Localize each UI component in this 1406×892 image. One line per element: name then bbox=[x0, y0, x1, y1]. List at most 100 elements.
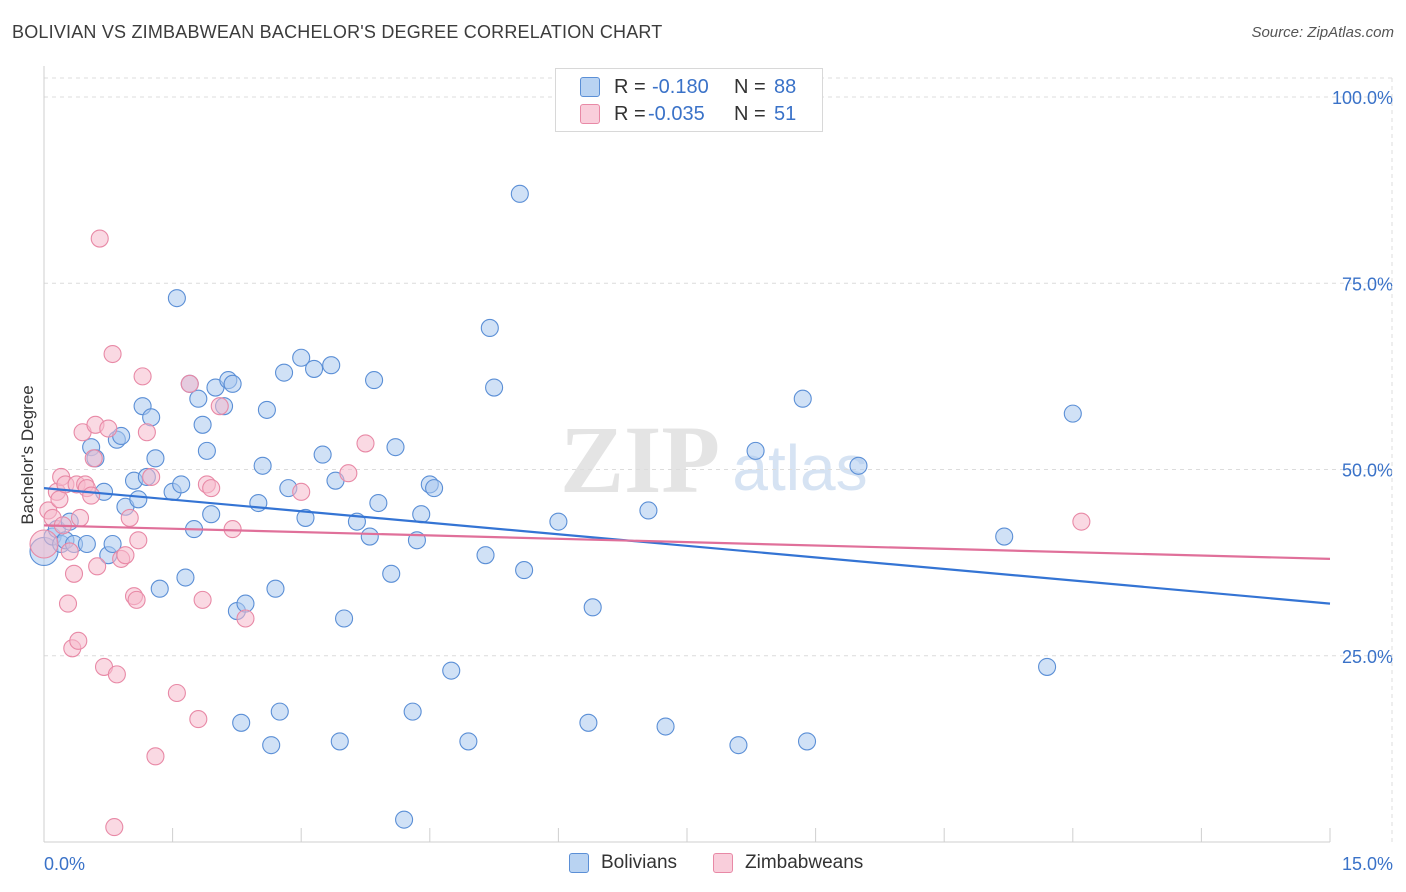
bolivian-point bbox=[77, 534, 96, 554]
zimbabwean-point bbox=[70, 508, 90, 527]
chart-title: BOLIVIAN VS ZIMBABWEAN BACHELOR'S DEGREE… bbox=[12, 22, 663, 42]
legend-item-zimbabweans: Zimbabweans bbox=[713, 852, 863, 874]
bolivian-point bbox=[129, 490, 148, 509]
bolivian-point bbox=[142, 408, 161, 427]
series-legend: Bolivians Zimbabweans bbox=[0, 852, 1406, 878]
zimbabwean-point bbox=[180, 374, 199, 393]
bolivian-point bbox=[995, 527, 1014, 546]
bolivian-point bbox=[202, 505, 221, 524]
bolivian-point bbox=[797, 732, 817, 751]
bolivian-point bbox=[480, 318, 499, 338]
n-label: N = bbox=[734, 75, 766, 98]
y-tick-label: 100.0% bbox=[1332, 88, 1393, 108]
r-value: -0.035 bbox=[648, 102, 705, 125]
n-label: N = bbox=[734, 102, 766, 125]
bolivian-point bbox=[639, 501, 658, 520]
zimbabwean-point bbox=[1072, 512, 1091, 531]
bolivian-point bbox=[330, 732, 349, 751]
bolivian-point bbox=[313, 445, 332, 464]
zimbabwean-point bbox=[236, 609, 255, 628]
bolivian-point bbox=[425, 479, 444, 498]
bolivian-point bbox=[150, 579, 169, 598]
r-label: R = bbox=[614, 102, 646, 125]
zimbabwean-point bbox=[137, 423, 156, 442]
bolivian-point bbox=[335, 609, 354, 628]
bolivian-point bbox=[1063, 404, 1082, 423]
bolivian-point bbox=[172, 475, 191, 494]
bolivian-point bbox=[793, 389, 812, 408]
n-value: 51 bbox=[774, 102, 797, 125]
n-value: 88 bbox=[774, 75, 797, 98]
stats-legend-row-zimbabweans: R = -0.035 N = 51 bbox=[580, 101, 796, 127]
bolivian-point bbox=[103, 534, 122, 554]
zimbabwean-point bbox=[339, 464, 358, 483]
bolivian-point bbox=[510, 184, 529, 203]
r-label: R = bbox=[614, 75, 646, 98]
zimbabwean-point bbox=[146, 747, 165, 766]
zimbabwean-point bbox=[82, 486, 101, 505]
bolivian-point bbox=[369, 493, 388, 513]
bolivian-point bbox=[167, 289, 186, 308]
zimbabwean-point bbox=[167, 683, 186, 703]
bolivian-point bbox=[266, 579, 285, 598]
bolivian-point bbox=[403, 702, 422, 721]
bolivian-point bbox=[583, 598, 602, 617]
bolivian-point bbox=[579, 713, 598, 732]
bolivian-point bbox=[485, 378, 504, 397]
bolivian-trend-line bbox=[43, 487, 1331, 605]
bolivian-point bbox=[253, 456, 272, 475]
bolivian-point bbox=[656, 717, 675, 736]
bolivian-point bbox=[729, 736, 748, 755]
bolivian-point bbox=[197, 441, 216, 460]
bolivian-point bbox=[442, 661, 461, 680]
legend-item-bolivians: Bolivians bbox=[569, 852, 677, 874]
bolivian-point bbox=[292, 348, 311, 367]
y-axis-label: Bachelor's Degree bbox=[18, 385, 37, 525]
zimbabwean-point bbox=[88, 557, 107, 576]
zimbabwean-point bbox=[193, 590, 212, 609]
zimbabwean-point bbox=[202, 479, 221, 498]
r-value: -0.180 bbox=[652, 75, 709, 98]
y-tick-label: 50.0% bbox=[1342, 461, 1393, 481]
zimbabwean-point bbox=[84, 449, 103, 468]
bolivian-point bbox=[849, 456, 868, 475]
bolivian-point bbox=[270, 702, 289, 721]
zimbabwean-point bbox=[107, 665, 126, 684]
zimbabwean-point bbox=[99, 419, 118, 438]
bolivian-point bbox=[515, 561, 534, 580]
zimbabwean-point bbox=[116, 546, 135, 565]
legend-label-bolivians: Bolivians bbox=[601, 852, 678, 873]
zimbabwean-point bbox=[64, 564, 84, 583]
zimbabweans-legend-swatch bbox=[713, 853, 733, 873]
zimbabwean-point bbox=[210, 397, 229, 416]
stats-legend: R = -0.180 N = 88 R = -0.035 N = 51 bbox=[555, 68, 823, 132]
bolivian-point bbox=[360, 527, 379, 546]
bolivian-point bbox=[746, 441, 765, 460]
zimbabwean-point bbox=[189, 710, 208, 729]
bolivian-point bbox=[476, 546, 495, 565]
zimbabwean-point bbox=[103, 344, 122, 364]
bolivian-point bbox=[322, 356, 341, 375]
source-credit: Source: ZipAtlas.com bbox=[1251, 24, 1394, 41]
bolivian-point bbox=[189, 389, 208, 408]
bolivian-point bbox=[305, 359, 324, 378]
zimbabwean-point bbox=[90, 229, 109, 248]
zimbabwean-point bbox=[292, 482, 311, 501]
bolivian-point bbox=[232, 713, 251, 732]
zimbabwean-point bbox=[120, 508, 139, 527]
zimbabwean-point bbox=[29, 529, 59, 559]
zimbabwean-point bbox=[356, 434, 375, 453]
bolivians-legend-swatch bbox=[569, 853, 589, 873]
zimbabwean-point bbox=[129, 531, 148, 550]
zimbabwean-point bbox=[60, 542, 79, 561]
zimbabwean-point bbox=[58, 594, 78, 613]
bolivian-point bbox=[193, 415, 212, 434]
zimbabweans-swatch bbox=[580, 104, 600, 124]
bolivian-point bbox=[459, 732, 478, 751]
bolivian-point bbox=[1038, 657, 1057, 676]
bolivian-point bbox=[262, 736, 281, 755]
zimbabwean-point bbox=[127, 590, 146, 609]
bolivian-point bbox=[296, 508, 315, 527]
bolivian-point bbox=[382, 564, 401, 583]
